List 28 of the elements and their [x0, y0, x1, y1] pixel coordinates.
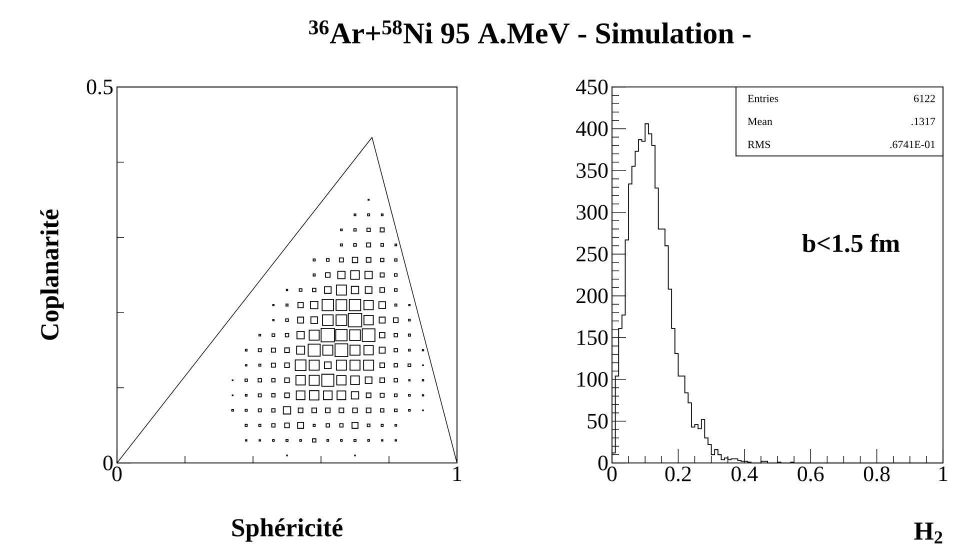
annotation: RMS [748, 140, 770, 148]
y-tick-label: 200 [576, 288, 608, 304]
y-tick-label: 450 [576, 80, 608, 94]
y-tick-label: 350 [576, 163, 608, 178]
y-tick-label: 250 [576, 246, 608, 262]
annotation: .1317 [912, 118, 936, 126]
x-tick-label: 0.4 [732, 466, 758, 482]
x-tick-label: 0.8 [864, 466, 890, 482]
annotation: 6122 [914, 94, 935, 102]
text: $^{36}$Ar+$^{58}$Ni 95 A.MeV - Simulation - [309, 20, 751, 44]
y-tick-label: 150 [578, 330, 608, 346]
annotation: Entries [748, 94, 778, 102]
annotation: b<1.5 fm [802, 234, 900, 252]
x-tick-label: 0.2 [665, 466, 691, 482]
y-tick-label: 0 [598, 456, 608, 470]
x-tick-label: 1 [453, 466, 462, 481]
x-axis-title: Sphéricité [232, 518, 342, 542]
y-tick-label: 300 [576, 204, 608, 220]
y-tick-label: 400 [576, 121, 608, 136]
y-tick-label: 0.5 [86, 80, 113, 94]
annotation: .6741E-01 [890, 140, 935, 148]
y-tick-label: 50 [588, 414, 608, 429]
x-tick-label: 0.6 [798, 466, 824, 482]
y-axis-title: Coplanarité [40, 209, 64, 340]
annotation: Mean [748, 118, 772, 126]
y-tick-label: 100 [578, 372, 608, 387]
x-tick-label: 1 [939, 466, 948, 481]
x-axis-title: H$_{2}$ [914, 522, 942, 544]
